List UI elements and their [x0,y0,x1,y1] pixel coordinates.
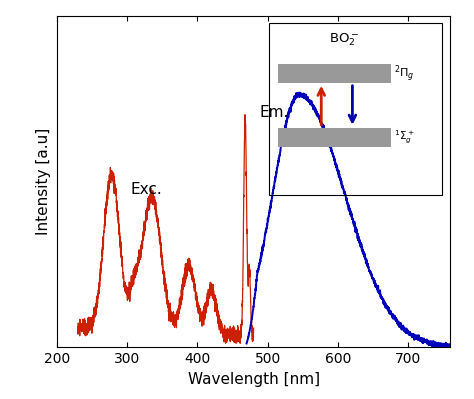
Text: Em.: Em. [260,105,289,120]
Y-axis label: Intensity [a.u]: Intensity [a.u] [36,128,51,235]
Text: Exc.: Exc. [131,182,163,197]
X-axis label: Wavelength [nm]: Wavelength [nm] [188,371,319,387]
